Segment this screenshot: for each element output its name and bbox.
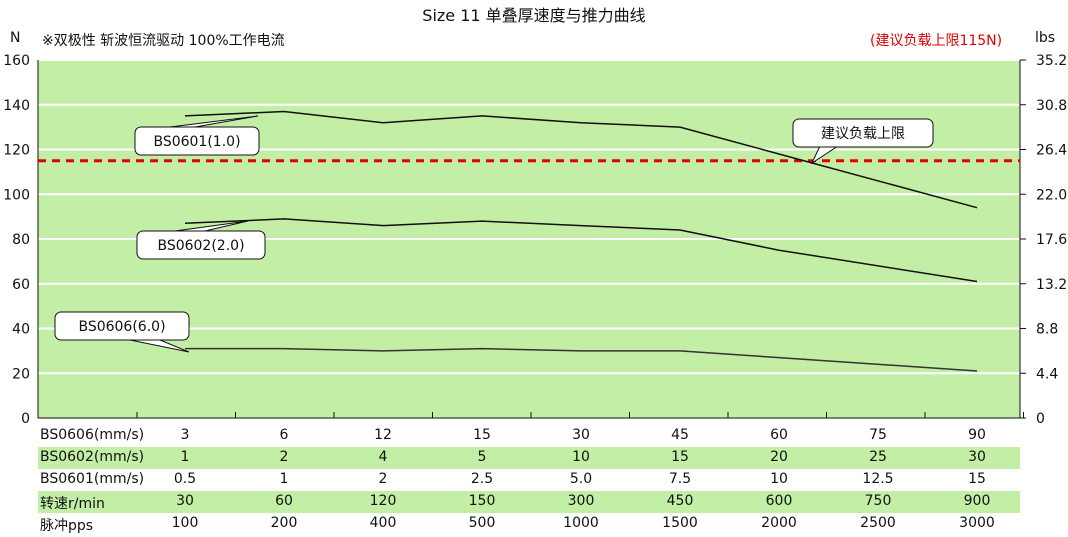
table-cell: 7.5 (668, 471, 692, 487)
series-callout (54, 311, 190, 341)
table-row: 转速r/min 30 60 120 150 300 450 600 750 900 (38, 491, 1020, 513)
table-row: BS0602(mm/s) 1 2 4 5 10 15 20 25 30 (38, 447, 1020, 469)
row-label: 转速r/min (40, 496, 105, 512)
table-cell: 5.0 (569, 471, 593, 487)
table-cell: 20 (770, 449, 788, 465)
right-axis-unit: lbs (1035, 30, 1056, 46)
table-cell: 600 (765, 493, 793, 509)
table-cell: 60 (275, 493, 293, 509)
y-tick-label: 160 (3, 53, 30, 69)
table-cell: 2 (279, 449, 289, 465)
y-tick-label: 80 (12, 232, 30, 248)
y-tick-label: 140 (3, 98, 30, 114)
row-label: BS0602(mm/s) (40, 449, 145, 465)
y2-tick-label: 0 (1036, 411, 1045, 425)
table-cell: 25 (869, 449, 887, 465)
table-cell: 15 (968, 471, 986, 487)
table-row: 脉冲pps 100 200 400 500 1000 1500 2000 2500 3000 (38, 513, 1020, 535)
left-axis-unit: N (10, 30, 21, 46)
speed-table: BS0606(mm/s) 3 6 12 15 30 45 60 75 90 BS0602(mm/s)… (38, 425, 1020, 535)
row-label: BS0606(mm/s) (40, 427, 145, 443)
table-cell: 200 (270, 515, 298, 531)
y-tick-label: 0 (21, 411, 30, 425)
table-cell: 10 (770, 471, 788, 487)
table-cell: 2500 (860, 515, 896, 531)
table-cell: 12 (374, 427, 392, 443)
table-cell: 3 (180, 427, 190, 443)
y2-tick-label: 17.6 (1036, 232, 1067, 248)
series-label: BS0601(1.0) (153, 134, 240, 150)
y-tick-label: 100 (3, 187, 30, 203)
table-cell: 5 (477, 449, 487, 465)
chart-title: Size 11 单叠厚速度与推力曲线 (422, 6, 646, 25)
table-cell: 30 (176, 493, 194, 509)
y-tick-label: 120 (3, 143, 30, 159)
series-callout (136, 230, 266, 260)
series-label: BS0606(6.0) (78, 319, 165, 335)
table-cell: 150 (468, 493, 496, 509)
table-cell: 2.5 (470, 471, 494, 487)
table-cell: 1 (279, 471, 289, 487)
series-line (184, 218, 978, 283)
table-row: BS0601(mm/s) 0.5 1 2 2.5 5.0 7.5 10 12.5 15 (38, 469, 1020, 491)
table-cell: 450 (666, 493, 694, 509)
y-tick-label: 20 (12, 366, 30, 382)
table-cell: 10 (572, 449, 590, 465)
series-line (185, 347, 978, 372)
table-cell: 30 (572, 427, 590, 443)
table-cell: 12.5 (862, 471, 894, 487)
table-cell: 750 (864, 493, 892, 509)
table-cell: 1000 (563, 515, 599, 531)
y2-tick-label: 22.0 (1036, 187, 1067, 203)
table-cell: 15 (671, 449, 689, 465)
table-cell: 1 (180, 449, 190, 465)
table-cell: 900 (963, 493, 991, 509)
table-cell: 100 (171, 515, 199, 531)
y2-tick-label: 30.8 (1036, 98, 1067, 114)
y-tick-label: 40 (12, 322, 30, 338)
y2-tick-label: 26.4 (1036, 143, 1067, 159)
limit-label: 建议负载上限 (821, 126, 905, 142)
table-cell: 90 (968, 427, 986, 443)
table-cell: 45 (671, 427, 689, 443)
table-cell: 400 (369, 515, 397, 531)
table-cell: 4 (378, 449, 388, 465)
table-cell: 300 (567, 493, 595, 509)
table-cell: 15 (473, 427, 491, 443)
table-cell: 500 (468, 515, 496, 531)
table-cell: 120 (369, 493, 397, 509)
series-callout (134, 126, 260, 156)
series-line (184, 110, 978, 209)
y2-tick-label: 4.4 (1036, 366, 1058, 382)
table-cell: 2 (378, 471, 388, 487)
table-cell: 30 (968, 449, 986, 465)
row-label: 脉冲pps (40, 518, 94, 534)
thrust-speed-chart: 0 0 20 4.4 40 8.8 60 13.2 80 17.6 100 22.0 120 26.4 14… (3, 53, 1067, 425)
limit-callout (792, 118, 934, 148)
y2-tick-label: 8.8 (1036, 322, 1058, 338)
y2-tick-label: 13.2 (1036, 277, 1067, 293)
table-cell: 1500 (662, 515, 698, 531)
y-tick-label: 60 (12, 277, 30, 293)
table-cell: 2000 (761, 515, 797, 531)
table-cell: 60 (770, 427, 788, 443)
table-cell: 6 (279, 427, 289, 443)
table-cell: 3000 (959, 515, 995, 531)
table-cell: 75 (869, 427, 887, 443)
table-row: BS0606(mm/s) 3 6 12 15 30 45 60 75 90 (38, 425, 1020, 447)
load-limit-note: (建议负载上限115N) (870, 33, 1003, 49)
y2-tick-label: 35.2 (1036, 53, 1067, 69)
series-label: BS0602(2.0) (157, 238, 244, 254)
row-label: BS0601(mm/s) (40, 471, 145, 487)
table-cell: 0.5 (173, 471, 197, 487)
chart-subtitle: ※双极性 斩波恒流驱动 100%工作电流 (42, 33, 285, 49)
